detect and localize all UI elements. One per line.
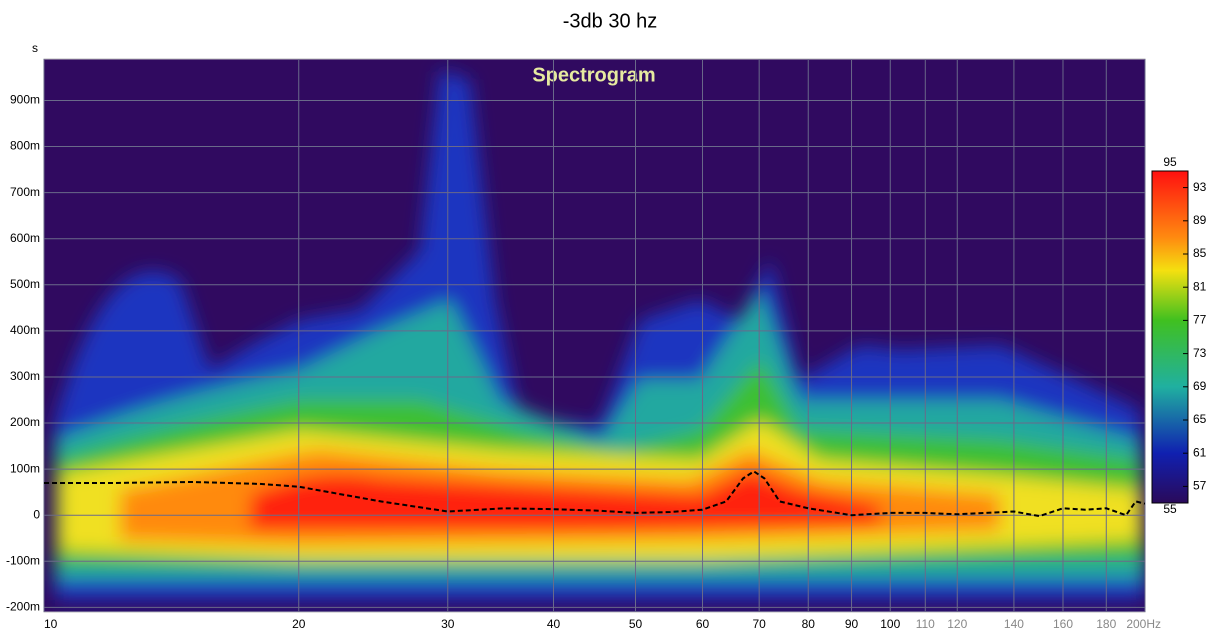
x-tick-label: 100 xyxy=(880,617,900,631)
y-tick-label: 400m xyxy=(10,323,40,337)
colorbar-tick-label: 65 xyxy=(1193,412,1207,426)
heat-field xyxy=(55,70,1145,600)
y-tick-label: 700m xyxy=(10,185,40,199)
colorbar-tick-label: 61 xyxy=(1193,445,1207,459)
y-tick-label: 100m xyxy=(10,461,40,475)
colorbar-tick-label: 73 xyxy=(1193,346,1207,360)
x-tick-label: 90 xyxy=(845,617,859,631)
x-tick-label: 80 xyxy=(802,617,816,631)
colorbar-tick-label: 85 xyxy=(1193,246,1207,260)
y-tick-label: 300m xyxy=(10,369,40,383)
colorbar-max: 95 xyxy=(1163,155,1177,169)
x-tick-label: 140 xyxy=(1004,617,1024,631)
x-tick-label: 30 xyxy=(441,617,455,631)
x-tick-label: 160 xyxy=(1053,617,1073,631)
colorbar xyxy=(1151,170,1189,504)
chart-title: -3db 30 hz xyxy=(563,10,658,32)
x-tick-label: 200Hz xyxy=(1126,617,1161,631)
colorbar-tick-label: 89 xyxy=(1193,213,1207,227)
y-tick-label: -200m xyxy=(6,600,40,614)
y-unit: s xyxy=(32,41,38,55)
colorbar-tick-label: 69 xyxy=(1193,379,1207,393)
y-tick-label: 500m xyxy=(10,277,40,291)
y-tick-label: 900m xyxy=(10,93,40,107)
colorbar-tick-label: 93 xyxy=(1193,180,1207,194)
colorbar-tick-label: 81 xyxy=(1193,279,1207,293)
x-tick-label: 40 xyxy=(547,617,561,631)
y-tick-label: 600m xyxy=(10,231,40,245)
y-tick-label: 200m xyxy=(10,415,40,429)
y-tick-label: 0 xyxy=(33,507,40,521)
x-tick-label: 10 xyxy=(44,617,58,631)
y-tick-label: -100m xyxy=(6,553,40,567)
colorbar-min: 55 xyxy=(1163,502,1177,516)
colorbar-tick-label: 57 xyxy=(1193,479,1207,493)
x-tick-label: 120 xyxy=(947,617,967,631)
x-tick-label: 50 xyxy=(629,617,643,631)
x-tick-label: 60 xyxy=(696,617,710,631)
peak-line xyxy=(44,470,1145,518)
x-tick-label: 110 xyxy=(916,617,935,631)
colorbar-tick-label: 77 xyxy=(1193,313,1207,327)
x-tick-label: 20 xyxy=(292,617,306,631)
plot-annotation: Spectrogram xyxy=(532,64,655,86)
x-tick-label: 70 xyxy=(752,617,766,631)
y-tick-label: 800m xyxy=(10,139,40,153)
x-tick-label: 180 xyxy=(1096,617,1116,631)
